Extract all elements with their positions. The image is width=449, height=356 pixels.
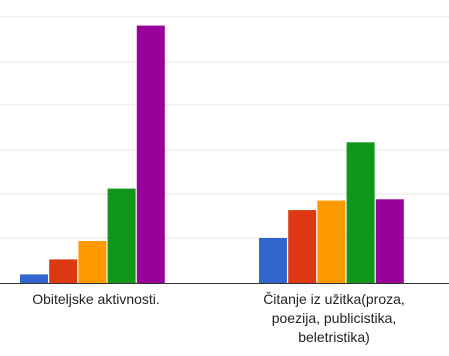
bar[interactable] [259,238,287,283]
bar[interactable] [78,241,107,283]
category-label: Čitanje iz užitka(proza, [263,291,405,307]
bar[interactable] [136,25,165,283]
bar[interactable] [346,142,375,283]
bar[interactable] [20,274,48,283]
category-label: Obiteljske aktivnosti. [32,291,160,307]
category-label: beletristika) [298,329,370,345]
category-labels: Obiteljske aktivnosti. Čitanje iz užitka(… [32,291,405,345]
bar[interactable] [107,188,136,283]
bar[interactable] [49,259,78,283]
bar[interactable] [317,200,346,283]
bar[interactable] [288,210,317,283]
category-label: poezija, publicistika, [272,310,397,326]
gridlines [0,16,449,239]
bar[interactable] [375,199,404,283]
bars [20,25,404,283]
